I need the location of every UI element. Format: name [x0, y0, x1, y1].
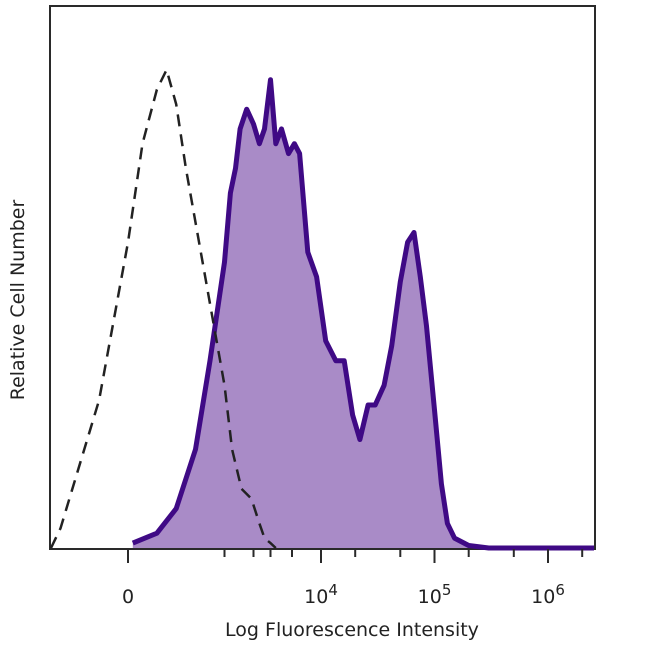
x-tick-label-base: 0 — [122, 586, 134, 608]
x-tick-label: 0 — [122, 586, 134, 608]
y-axis-title: Relative Cell Number — [7, 200, 29, 401]
stained-histogram-line — [131, 77, 594, 551]
x-tick-label-base: 10 — [418, 586, 442, 608]
x-tick-label-base: 10 — [304, 586, 328, 608]
x-axis-title: Log Fluorescence Intensity — [225, 619, 479, 641]
x-tick-label: 106 — [531, 581, 565, 608]
x-tick-label-exponent: 5 — [442, 581, 452, 599]
x-tick-label-base: 10 — [531, 586, 555, 608]
x-tick-label-exponent: 4 — [328, 581, 338, 599]
stained-histogram-fill — [132, 79, 595, 548]
x-tick-label-exponent: 6 — [555, 581, 565, 599]
x-tick-label: 105 — [418, 581, 452, 608]
control-histogram-dashed-line — [49, 66, 277, 549]
x-tick-label: 104 — [304, 581, 338, 608]
